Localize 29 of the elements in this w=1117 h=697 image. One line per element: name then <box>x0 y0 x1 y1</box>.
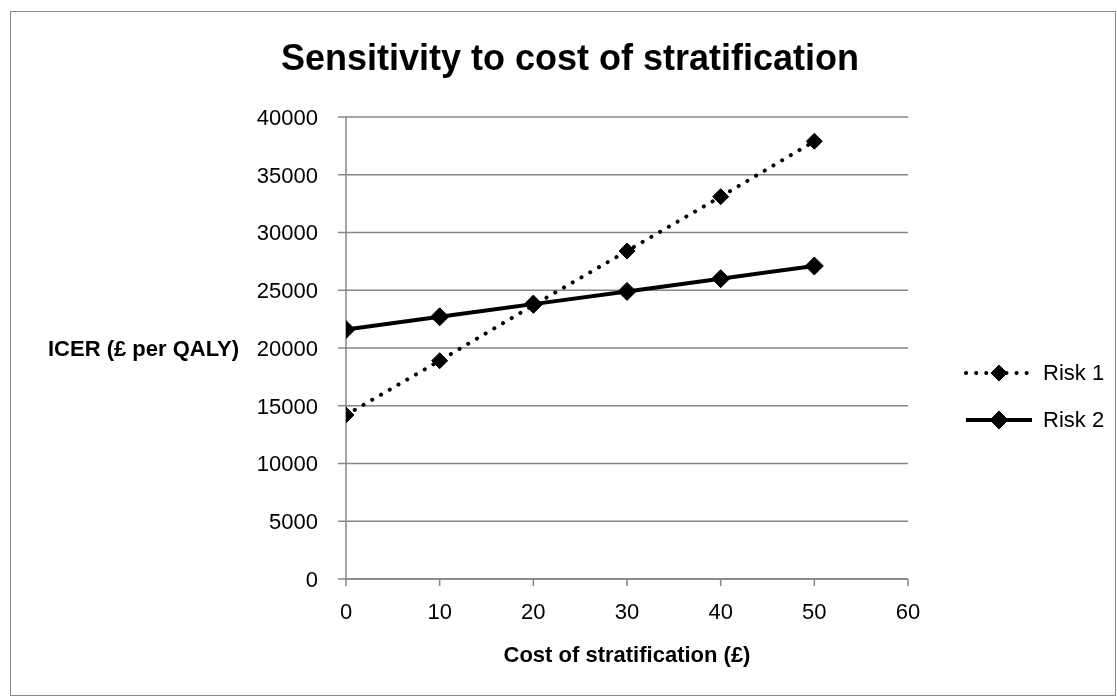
y-tick-label: 20000 <box>256 335 318 361</box>
point <box>712 188 730 206</box>
y-axis-title: ICER (£ per QALY) <box>48 335 240 361</box>
point <box>617 281 637 301</box>
x-tick-label: 40 <box>708 598 733 624</box>
legend-label: Risk 1 <box>1043 359 1105 386</box>
y-tick-label: 30000 <box>256 220 318 246</box>
y-tick-label: 25000 <box>256 278 318 304</box>
y-tick-label: 15000 <box>256 393 318 419</box>
x-tick-label: 0 <box>339 598 353 624</box>
y-tick-label: 0 <box>305 566 318 592</box>
point <box>805 132 823 150</box>
legend-label: Risk 2 <box>1043 406 1105 433</box>
x-tick-label: 60 <box>895 598 921 624</box>
y-tick-label: 10000 <box>256 451 318 477</box>
y-tick-label: 5000 <box>269 509 318 535</box>
point <box>711 269 731 289</box>
x-tick-label: 30 <box>614 598 640 624</box>
x-axis-title: Cost of stratification (£) <box>503 642 751 667</box>
x-tick-label: 20 <box>521 598 546 624</box>
point <box>618 242 636 260</box>
point <box>431 352 449 370</box>
point <box>804 256 824 276</box>
y-tick-label: 35000 <box>256 162 318 188</box>
y-tick-label: 40000 <box>256 104 318 130</box>
x-tick-label: 50 <box>802 598 827 624</box>
chart-title: Sensitivity to cost of stratification <box>279 36 861 80</box>
point <box>430 307 450 327</box>
x-tick-label: 10 <box>427 598 452 624</box>
